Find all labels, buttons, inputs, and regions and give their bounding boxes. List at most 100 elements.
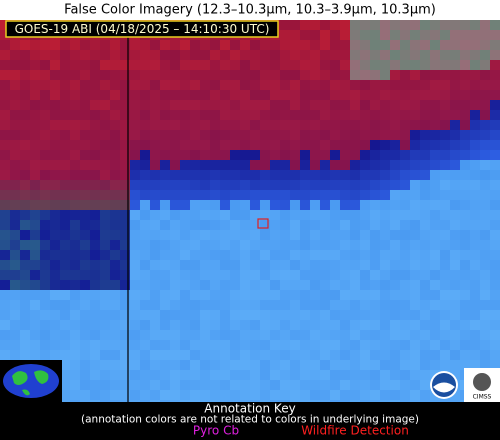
image-pixel — [380, 240, 390, 250]
image-pixel — [310, 210, 320, 220]
image-pixel — [300, 130, 310, 140]
image-pixel — [390, 180, 400, 190]
image-pixel — [20, 80, 30, 90]
image-pixel — [50, 110, 60, 120]
image-pixel — [440, 90, 450, 100]
image-pixel — [70, 230, 80, 240]
image-pixel — [220, 160, 230, 170]
image-pixel — [160, 210, 170, 220]
image-pixel — [370, 170, 380, 180]
image-pixel — [470, 20, 480, 30]
image-pixel — [400, 200, 410, 210]
image-pixel — [130, 220, 140, 230]
image-pixel — [260, 320, 270, 330]
image-pixel — [80, 140, 90, 150]
image-pixel — [460, 100, 470, 110]
image-pixel — [130, 130, 140, 140]
image-pixel — [490, 120, 500, 130]
image-pixel — [170, 260, 180, 270]
image-pixel — [350, 50, 360, 60]
image-pixel — [280, 310, 290, 320]
image-pixel — [300, 280, 310, 290]
image-pixel — [240, 310, 250, 320]
image-pixel — [120, 170, 130, 180]
image-pixel — [150, 180, 160, 190]
image-pixel — [460, 50, 470, 60]
image-pixel — [230, 80, 240, 90]
image-pixel — [20, 190, 30, 200]
image-pixel — [220, 390, 230, 400]
image-pixel — [470, 170, 480, 180]
image-pixel — [300, 400, 310, 402]
image-pixel — [180, 220, 190, 230]
image-pixel — [470, 350, 480, 360]
image-pixel — [430, 160, 440, 170]
image-pixel — [60, 390, 70, 400]
image-pixel — [300, 380, 310, 390]
image-pixel — [110, 100, 120, 110]
annotation-key-title: Annotation Key — [204, 402, 295, 416]
image-pixel — [50, 180, 60, 190]
image-pixel — [490, 70, 500, 80]
image-pixel — [0, 120, 10, 130]
image-pixel — [440, 200, 450, 210]
image-pixel — [200, 40, 210, 50]
image-pixel — [210, 90, 220, 100]
image-pixel — [390, 210, 400, 220]
image-pixel — [390, 220, 400, 230]
image-pixel — [180, 40, 190, 50]
image-pixel — [240, 240, 250, 250]
image-pixel — [30, 50, 40, 60]
image-pixel — [80, 150, 90, 160]
image-pixel — [140, 150, 150, 160]
image-pixel — [70, 90, 80, 100]
image-pixel — [100, 310, 110, 320]
image-pixel — [110, 370, 120, 380]
image-pixel — [490, 60, 500, 70]
image-pixel — [40, 330, 50, 340]
image-pixel — [370, 160, 380, 170]
image-pixel — [260, 170, 270, 180]
image-pixel — [280, 340, 290, 350]
image-pixel — [270, 150, 280, 160]
image-pixel — [30, 70, 40, 80]
image-pixel — [140, 400, 150, 402]
image-pixel — [420, 280, 430, 290]
image-pixel — [120, 290, 130, 300]
image-pixel — [330, 210, 340, 220]
image-pixel — [170, 340, 180, 350]
image-pixel — [50, 270, 60, 280]
image-pixel — [350, 190, 360, 200]
image-pixel — [140, 260, 150, 270]
image-pixel — [60, 40, 70, 50]
image-pixel — [450, 300, 460, 310]
image-pixel — [280, 70, 290, 80]
image-pixel — [260, 240, 270, 250]
image-pixel — [170, 300, 180, 310]
image-pixel — [220, 310, 230, 320]
image-pixel — [410, 130, 420, 140]
image-pixel — [140, 380, 150, 390]
image-pixel — [110, 270, 120, 280]
image-pixel — [490, 20, 500, 30]
image-pixel — [370, 70, 380, 80]
image-pixel — [160, 180, 170, 190]
image-pixel — [430, 320, 440, 330]
image-pixel — [390, 300, 400, 310]
image-pixel — [280, 90, 290, 100]
image-pixel — [310, 120, 320, 130]
image-pixel — [400, 380, 410, 390]
image-pixel — [130, 380, 140, 390]
image-pixel — [30, 280, 40, 290]
image-pixel — [120, 240, 130, 250]
image-pixel — [160, 230, 170, 240]
image-pixel — [350, 80, 360, 90]
image-pixel — [210, 40, 220, 50]
image-pixel — [40, 300, 50, 310]
image-pixel — [200, 270, 210, 280]
image-pixel — [140, 210, 150, 220]
image-pixel — [0, 100, 10, 110]
image-pixel — [90, 290, 100, 300]
image-pixel — [210, 120, 220, 130]
image-pixel — [170, 90, 180, 100]
